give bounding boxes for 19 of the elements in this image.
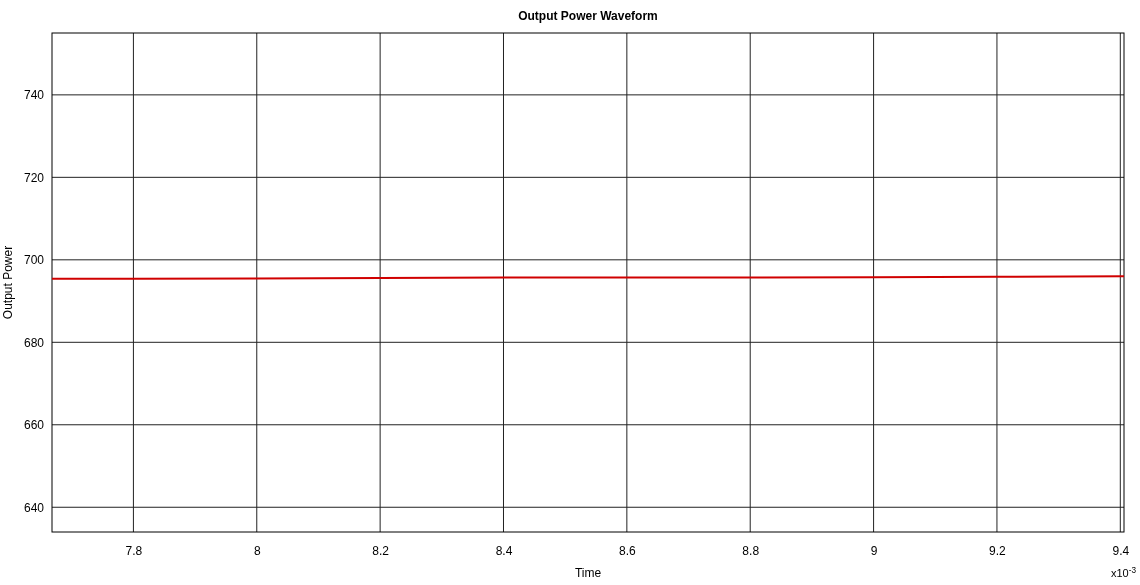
x-tick-label: 9 xyxy=(870,543,878,558)
x-tick-label: 8.8 xyxy=(742,543,760,558)
y-tick-label: 740 xyxy=(23,88,45,103)
y-axis-title: Output Power xyxy=(1,245,15,320)
y-tick-label: 680 xyxy=(23,335,45,350)
y-tick-label: 700 xyxy=(23,253,45,268)
x-tick-label: 9.4 xyxy=(1112,543,1130,558)
x-tick-label: 8 xyxy=(253,543,261,558)
y-tick-label: 640 xyxy=(23,500,45,515)
x-tick-label: 9.2 xyxy=(989,543,1007,558)
y-tick-label: 660 xyxy=(23,418,45,433)
x-tick-label: 8.6 xyxy=(619,543,637,558)
y-tick-label: 720 xyxy=(23,170,45,185)
x-tick-label: 8.2 xyxy=(372,543,390,558)
chart-title: Output Power Waveform xyxy=(518,9,658,23)
x-tick-label: 8.4 xyxy=(495,543,513,558)
x-tick-label: 7.8 xyxy=(125,543,143,558)
x-axis-title: Time xyxy=(574,566,602,580)
text: x10$^{-3}$ xyxy=(1110,565,1137,579)
